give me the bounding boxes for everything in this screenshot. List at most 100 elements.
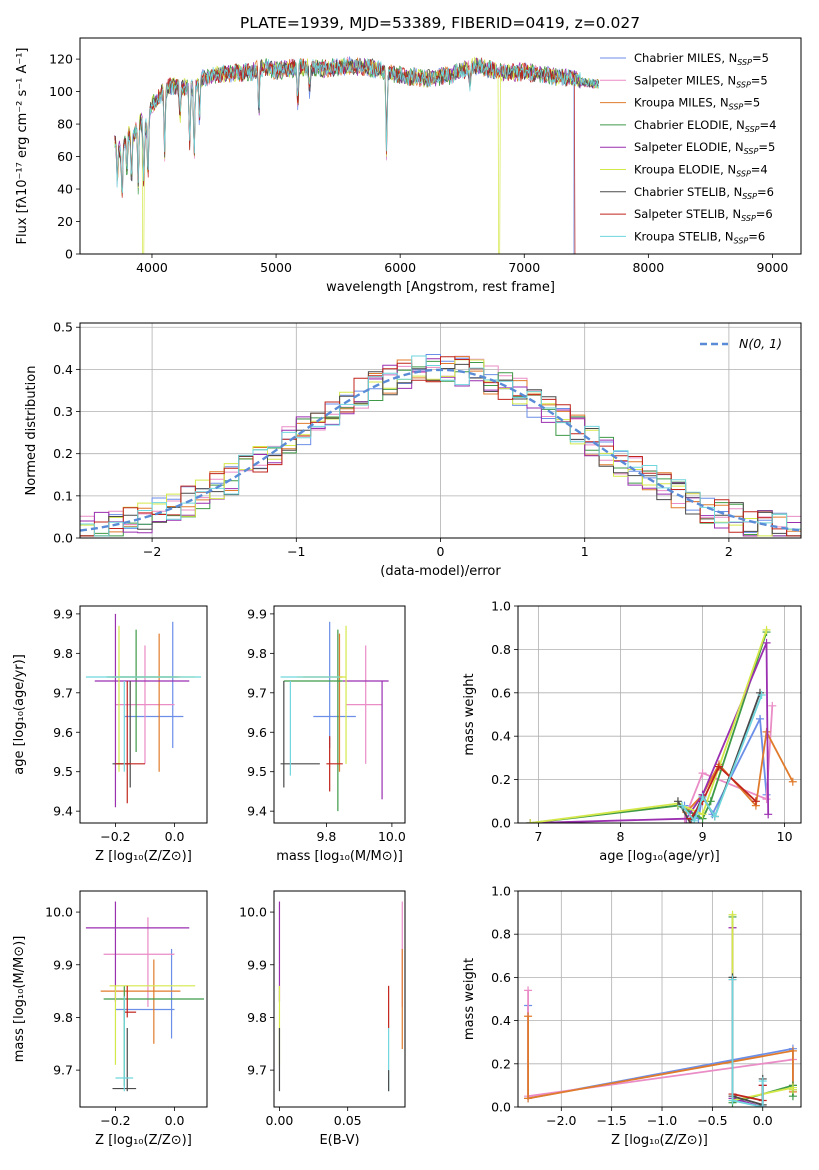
series-line-kroupa_miles (527, 1016, 794, 1100)
y-tick-label: 9.8 (247, 1010, 267, 1025)
residuals-frame (79, 322, 802, 539)
spectrum-line-kroupa_stelib (114, 58, 600, 194)
x-tick-label: 0.0 (165, 1113, 185, 1128)
y-tick-label: 0.0 (53, 531, 73, 546)
mass_vs_Z-points (85, 901, 205, 1092)
spectrum-line-chabrier_elodie (114, 57, 600, 195)
normal-curve (80, 368, 801, 532)
x-tick-label: 2 (725, 544, 733, 559)
y-tick-label: 60 (57, 149, 73, 164)
age_vs_Z-axes: −0.2 0.0 9.4 9.5 9.6 9.7 9.8 9.9 (53, 606, 184, 844)
x-tick-label: 0.0 (165, 829, 185, 844)
marker-kroupa_stelib (728, 1096, 737, 1105)
y-tick-label: 9.6 (247, 725, 267, 740)
marker-kroupa_stelib (757, 690, 766, 699)
x-tick-label: 0.00 (266, 1113, 294, 1128)
marker-kroupa_elodie (698, 810, 707, 819)
massweight_vs_Z-axes: −2.0 −1.5 −1.0 −0.5 0.0 0.0 0.2 0.4 0.6 0.8 1.0 (491, 884, 801, 1128)
marker-kroupa_stelib (710, 812, 719, 821)
massweight_vs_Z-ylabel: mass weight (462, 958, 477, 1040)
y-tick-label: 40 (57, 182, 73, 197)
x-tick-label: 9000 (757, 260, 789, 275)
x-tick-label: 7 (535, 829, 543, 844)
x-tick-label: 0 (437, 544, 445, 559)
x-tick-label: 9 (699, 829, 707, 844)
y-tick-label: 9.8 (247, 646, 267, 661)
y-tick-label: 0.4 (491, 729, 511, 744)
massweight_vs_Z-lines (524, 910, 797, 1107)
y-tick-label: 0.4 (53, 362, 73, 377)
massweight_vs_age-lines (526, 625, 797, 823)
y-tick-label: 20 (57, 214, 73, 229)
y-tick-label: 9.9 (247, 606, 267, 621)
spectrum-lines (114, 56, 600, 254)
y-tick-label: 9.6 (53, 725, 73, 740)
y-tick-label: 9.8 (53, 1010, 73, 1025)
marker-kroupa_miles (524, 1094, 533, 1103)
x-tick-label: −0.5 (697, 1113, 727, 1128)
x-tick-label: 5000 (260, 260, 292, 275)
marker-chabrier_stelib (673, 797, 682, 806)
mass_vs_ebv-xlabel: E(B-V) (319, 1133, 359, 1148)
y-tick-label: 9.7 (53, 685, 73, 700)
x-tick-label: −2 (143, 544, 161, 559)
x-tick-label: −1.0 (647, 1113, 677, 1128)
marker-salpeter_elodie (762, 638, 771, 647)
y-tick-label: 100 (49, 84, 73, 99)
x-tick-label: 8 (617, 829, 625, 844)
y-tick-label: 0.0 (491, 1100, 511, 1115)
x-tick-label: −1.5 (596, 1113, 626, 1128)
spectrum-line-chabrier_stelib (114, 58, 600, 192)
y-tick-label: 9.4 (247, 804, 267, 819)
y-tick-label: 9.9 (53, 606, 73, 621)
series-line-salpeter_stelib (689, 765, 757, 820)
x-tick-label: 7000 (508, 260, 540, 275)
mass_vs_ebv-frame (273, 890, 406, 1108)
marker-salpeter_miles (762, 795, 771, 804)
x-tick-label: −1 (287, 544, 305, 559)
series-line-salpeter_miles (683, 705, 774, 820)
spectrum-ylabel: Flux [fλ10⁻¹⁷ erg cm⁻² s⁻¹ A⁻¹] (15, 48, 30, 245)
mass_vs_Z-frame (79, 890, 208, 1108)
marker-kroupa_miles (524, 1012, 533, 1021)
y-tick-label: 80 (57, 117, 73, 132)
marker-kroupa_stelib (758, 1077, 767, 1086)
legend-entry: Kroupa STELIB, NSSP=6 (634, 229, 765, 245)
y-tick-label: 9.5 (53, 764, 73, 779)
y-tick-label: 0.6 (491, 685, 511, 700)
y-tick-label: 9.4 (53, 804, 73, 819)
y-tick-label: 0.4 (491, 1013, 511, 1028)
mass_vs_Z-axes: −0.2 0.0 9.7 9.8 9.9 10.0 (45, 905, 184, 1128)
residuals-ylabel: Normed distribution (24, 366, 39, 496)
spectrum-line-kroupa_miles (114, 57, 600, 192)
legend-entry: Salpeter STELIB, NSSP=6 (634, 207, 773, 223)
y-tick-label: 0.1 (53, 488, 73, 503)
marker-kroupa_elodie (762, 625, 771, 634)
y-tick-label: 0.5 (53, 320, 73, 335)
marker-chabrier_stelib (755, 688, 764, 697)
mass_vs_Z-ylabel: mass [log₁₀(M/M⊙)] (12, 936, 27, 1063)
y-tick-label: 1.0 (491, 599, 511, 614)
massweight_vs_age-ylabel: mass weight (462, 673, 477, 755)
mass_vs_ebv-axes: 0.00 0.05 9.7 9.8 9.9 10.0 (239, 905, 361, 1128)
y-tick-label: 10.0 (239, 905, 267, 920)
legend-entry: Salpeter MILES, NSSP=5 (634, 73, 768, 89)
marker-salpeter_stelib (714, 762, 723, 771)
y-tick-label: 0.8 (491, 927, 511, 942)
legend-entry: Kroupa MILES, NSSP=5 (634, 96, 760, 112)
marker-kroupa_stelib (678, 801, 687, 810)
series-line-salpeter_stelib (731, 979, 764, 1102)
massweight_vs_Z-frame (517, 890, 802, 1108)
plot-layer: 4000 5000 6000 7000 8000 9000020406080100120w… (12, 37, 802, 1148)
residuals-axes: −2 −1 0 1 2 0.0 0.1 0.2 0.3 0.4 0.5 (53, 320, 801, 559)
x-tick-label: 10 (777, 829, 793, 844)
legend-entry: Chabrier MILES, NSSP=5 (634, 51, 769, 67)
x-tick-label: 8000 (632, 260, 664, 275)
x-tick-label: 6000 (384, 260, 416, 275)
age_vs_Z-xlabel: Z [log₁₀(Z/Z⊙)] (95, 849, 192, 864)
series-line-salpeter_miles (527, 990, 794, 1098)
y-tick-label: 0.2 (53, 446, 73, 461)
legend-entry: N(0, 1) (739, 336, 782, 351)
marker-kroupa_elodie (788, 1085, 797, 1094)
